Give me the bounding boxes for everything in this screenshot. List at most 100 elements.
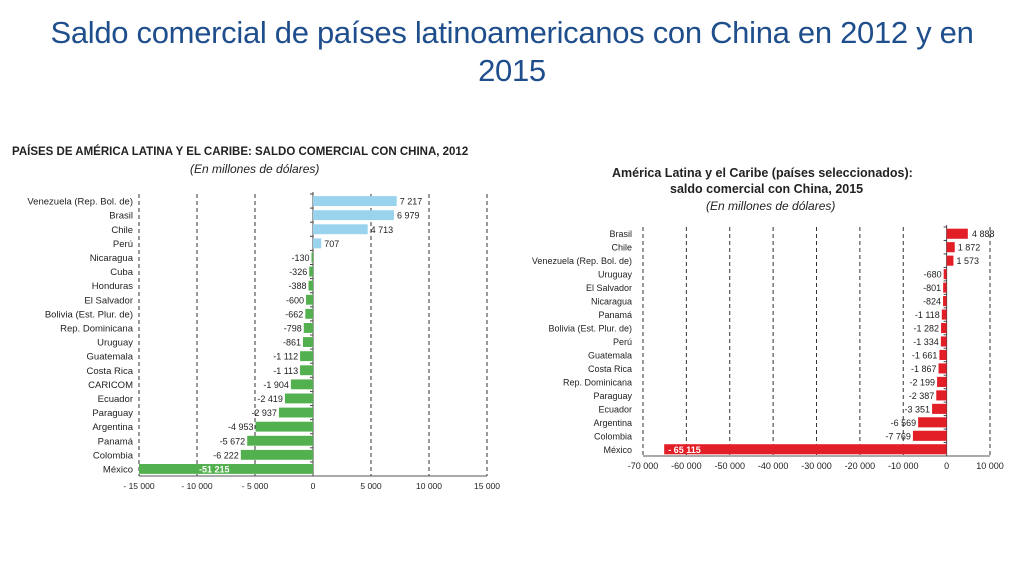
chart-2015-tick-label: -60 000 xyxy=(671,461,702,471)
chart-2015-bar xyxy=(941,309,947,320)
chart-2015-bar xyxy=(912,430,947,441)
chart-2012-value-label: 4 713 xyxy=(371,225,394,235)
chart-2012-bar xyxy=(278,407,313,418)
chart-2012-bar xyxy=(311,252,313,263)
chart-2015-category-label: México xyxy=(603,445,632,455)
chart-2012-category-label: Uruguay xyxy=(97,338,133,349)
chart-2015-tick-label: -40 000 xyxy=(758,461,789,471)
chart-2012-bar xyxy=(303,337,313,347)
chart-2012-category-label: Bolivia (Est. Plur. de) xyxy=(45,309,133,320)
chart-2015-title-line2: saldo comercial con China, 2015 xyxy=(670,182,864,196)
chart-2012-bar xyxy=(309,266,313,277)
chart-2012-subtitle: (En millones de dólares) xyxy=(190,162,320,176)
chart-2012-value-label: -600 xyxy=(286,295,304,305)
chart-2015-category-label: Venezuela (Rep. Bol. de) xyxy=(532,256,632,266)
chart-2012-bar xyxy=(300,365,313,376)
chart-2012-bar xyxy=(306,294,313,305)
chart-2012-category-label: Guatemala xyxy=(87,352,134,363)
chart-2015-bar xyxy=(941,322,947,334)
chart-2012-value-label: -130 xyxy=(291,253,309,263)
chart-2012-bar xyxy=(308,280,313,291)
chart-2012-category-label: Chile xyxy=(111,225,133,236)
chart-2012-value-label: -861 xyxy=(283,338,301,348)
chart-2012-tick-label: 10 000 xyxy=(416,481,442,491)
chart-2015-bar xyxy=(943,296,947,307)
chart-2015-category-label: Ecuador xyxy=(598,404,632,414)
chart-2012-tick-label: 5 000 xyxy=(360,481,382,491)
chart-2015-value-label: -3 351 xyxy=(905,404,931,414)
chart-2015-value-label: -6 569 xyxy=(891,418,917,428)
chart-2015-value-label: -1 118 xyxy=(915,310,940,320)
chart-2012-tick-label: - 15 000 xyxy=(123,481,154,491)
chart-2015-value-label: -7 769 xyxy=(885,431,911,441)
chart-2015-tick-label: 10 000 xyxy=(976,461,1004,471)
chart-2012-bar xyxy=(290,379,313,390)
chart-2012-bar xyxy=(313,210,394,221)
chart-2012-bar xyxy=(305,308,313,319)
chart-2015: -70 000 -60 000 -50 000 -40 000 -30 000 -20 0… xyxy=(532,225,1004,471)
chart-2012-bar xyxy=(313,196,397,206)
chart-2015-tick-label: -10 000 xyxy=(888,461,919,471)
slide-title: Saldo comercial de países latinoamerican… xyxy=(50,15,974,88)
chart-2012-bar xyxy=(255,421,313,432)
chart-2012-value-label: -5 672 xyxy=(220,436,246,446)
chart-2015-category-label: Colombia xyxy=(594,431,632,441)
chart-2012-bar xyxy=(313,224,368,235)
chart-2015-bar xyxy=(939,349,947,361)
chart-2012-value-label: -326 xyxy=(289,267,307,277)
chart-2015-bar xyxy=(664,444,947,455)
chart-2015-category-label: Argentina xyxy=(593,418,632,428)
chart-2015-value-label: -680 xyxy=(924,270,942,280)
chart-2012-value-label: -2 419 xyxy=(257,394,283,404)
chart-2012-bar xyxy=(300,351,313,362)
chart-2012-category-label: Costa Rica xyxy=(87,366,134,377)
chart-2012-value-label: -51 215 xyxy=(199,464,230,474)
chart-2015-value-label: -824 xyxy=(923,297,941,307)
chart-2015-bar xyxy=(937,376,947,387)
chart-2012-title: PAÍSES DE AMÉRICA LATINA Y EL CARIBE: SA… xyxy=(12,146,469,158)
chart-2015-value-label: -801 xyxy=(923,283,941,293)
chart-2012-panel: PAÍSES DE AMÉRICA LATINA Y EL CARIBE: SA… xyxy=(8,140,508,500)
chart-2015-category-label: Perú xyxy=(613,337,632,347)
chart-2015-bar xyxy=(943,269,947,280)
chart-2015-tick-label: -20 000 xyxy=(845,461,876,471)
chart-2015-category-label: Bolivia (Est. Plur. de) xyxy=(548,324,632,334)
chart-2012-category-label: Brasil xyxy=(109,211,133,222)
chart-2015-bar xyxy=(943,282,947,293)
chart-2012-category-label: Ecuador xyxy=(98,394,133,405)
chart-2012-value-label: -4 953 xyxy=(228,422,254,432)
chart-2015-bar xyxy=(946,255,954,266)
chart-2012-value-label: -6 222 xyxy=(213,450,239,460)
chart-2012-value-label: -388 xyxy=(288,281,306,291)
chart-2015-panel: América Latina y el Caribe (países selec… xyxy=(520,160,1020,480)
chart-2015-title: América Latina y el Caribe (países selec… xyxy=(612,166,913,180)
chart-2012: - 15 000 - 10 000 - 5 000 0 5 000 10 000 15 00… xyxy=(27,192,500,491)
chart-2015-value-label: - 65 115 xyxy=(668,445,701,455)
chart-2015-category-label: Uruguay xyxy=(598,270,633,280)
chart-2015-category-label: Paraguay xyxy=(593,391,632,401)
chart-2015-value-label: 1 872 xyxy=(958,243,981,253)
chart-2012-value-label: -1 904 xyxy=(263,380,289,390)
chart-2015-bar xyxy=(938,363,947,374)
chart-2015-value-label: -1 661 xyxy=(912,350,938,360)
chart-2015-category-label: Nicaragua xyxy=(591,297,632,307)
chart-2012-bar xyxy=(303,323,313,333)
chart-2015-category-label: Brasil xyxy=(609,229,632,239)
chart-2012-bar xyxy=(313,238,322,249)
chart-2015-value-label: -2 387 xyxy=(909,391,935,401)
chart-2015-value-label: 1 573 xyxy=(956,256,979,266)
chart-2012-category-label: Perú xyxy=(113,239,133,250)
chart-2015-value-label: 4 888 xyxy=(972,229,995,239)
chart-2012-tick-label: - 10 000 xyxy=(181,481,212,491)
chart-2012-category-label: Rep. Dominicana xyxy=(60,323,134,334)
chart-2012-value-label: 6 979 xyxy=(397,211,420,221)
chart-2015-value-label: -1 334 xyxy=(913,337,939,347)
chart-2012-category-label: Venezuela (Rep. Bol. de) xyxy=(27,197,133,208)
chart-2012-value-label: 7 217 xyxy=(400,197,423,207)
chart-2012-value-label: 707 xyxy=(324,239,339,249)
chart-2015-bar xyxy=(936,390,947,401)
chart-2012-value-label: -2 937 xyxy=(251,408,277,418)
chart-2012-tick-label: 15 000 xyxy=(474,481,500,491)
chart-2015-tick-label: 0 xyxy=(944,461,949,471)
chart-2015-value-label: -1 867 xyxy=(911,364,937,374)
